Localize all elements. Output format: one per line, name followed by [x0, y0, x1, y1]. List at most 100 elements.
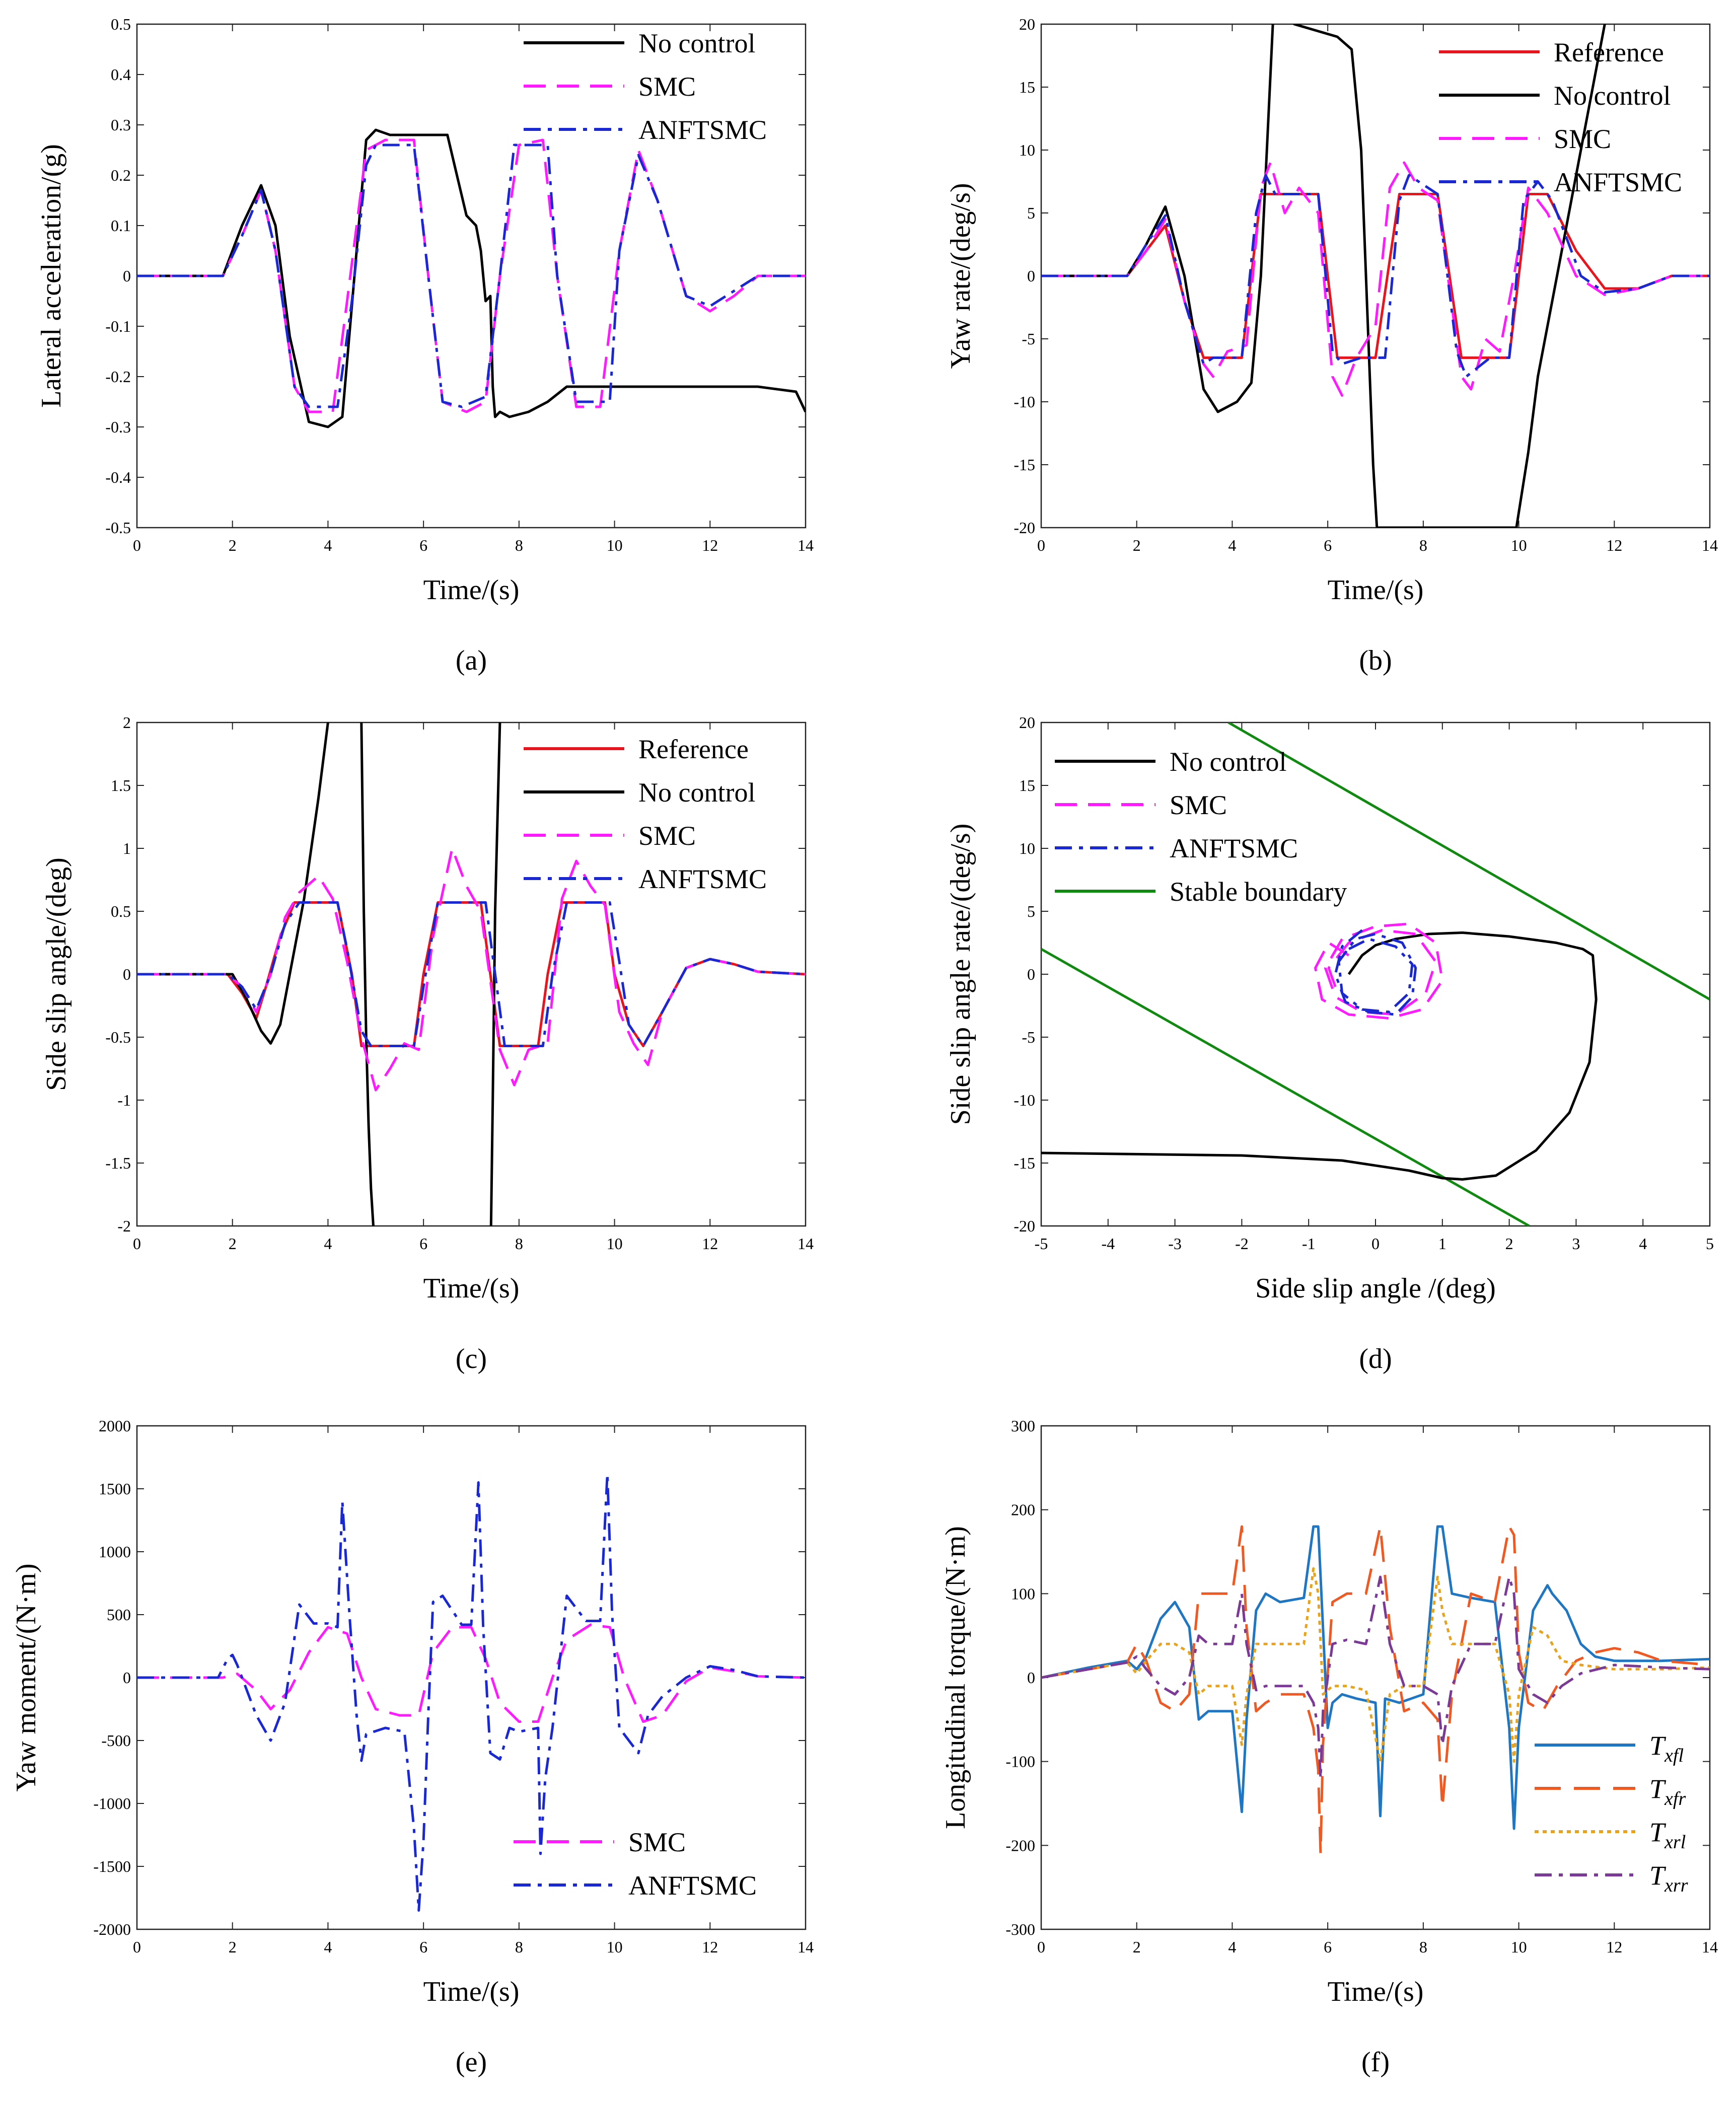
x-tick-label: 12: [702, 1938, 718, 1956]
y-tick-label: -0.3: [105, 418, 131, 436]
y-tick-label: 0.5: [111, 902, 131, 920]
legend-label: Stable boundary: [1170, 877, 1347, 907]
legend-label: No control: [638, 28, 755, 58]
x-tick-label: 3: [1572, 1235, 1580, 1253]
x-tick-label: 8: [1419, 1938, 1427, 1956]
legend-label-text: ANFTSMC: [1554, 167, 1682, 197]
legend-label-text: ANFTSMC: [638, 115, 767, 145]
legend-label-text: ANFTSMC: [1170, 833, 1298, 863]
x-tick-label: 8: [515, 536, 523, 554]
x-axis-label: Side slip angle /(deg): [1255, 1273, 1495, 1304]
y-axis-label: Longitudinal torque/(N·m): [940, 1526, 971, 1829]
x-tick-label: 2: [229, 1235, 237, 1253]
series-line-reference: [1041, 193, 1710, 359]
x-tick-label: 10: [1511, 536, 1527, 554]
x-tick-label: 0: [133, 536, 141, 554]
panel-label: (c): [456, 1343, 487, 1374]
series-line-smc: [1314, 922, 1444, 1020]
x-tick-label: 8: [515, 1235, 523, 1253]
legend-label: Txfl: [1649, 1730, 1684, 1766]
x-tick-label: 6: [1324, 536, 1332, 554]
x-tick-label: 0: [1037, 1938, 1045, 1956]
y-tick-label: 0.3: [111, 116, 131, 134]
x-tick-label: -2: [1235, 1235, 1249, 1253]
x-tick-label: 14: [798, 536, 814, 554]
y-tick-label: -15: [1014, 1154, 1035, 1172]
legend: No control SMC ANFTSMC: [524, 28, 767, 145]
series-group: [137, 128, 806, 428]
y-tick-label: 200: [1011, 1501, 1035, 1519]
series-line-anftsmc: [137, 1472, 806, 1912]
legend-label-text: ANFTSMC: [628, 1870, 757, 1901]
x-tick-label: 4: [324, 536, 332, 554]
y-tick-label: 15: [1019, 78, 1035, 96]
panel-label: (f): [1361, 2047, 1390, 2078]
x-tick-label: 4: [1228, 1938, 1236, 1956]
legend-label: No control: [1170, 747, 1286, 777]
panel-label: (b): [1359, 645, 1392, 676]
y-axis-label: Yaw rate/(deg/s): [945, 183, 976, 369]
legend-label-text: No control: [638, 777, 755, 808]
x-tick-label: 8: [515, 1938, 523, 1956]
x-tick-label: 4: [324, 1235, 332, 1253]
plot-frame: [136, 23, 807, 529]
y-tick-label: 10: [1019, 141, 1035, 159]
legend-label: ANFTSMC: [638, 864, 767, 894]
y-tick-label: -0.2: [105, 368, 131, 386]
x-tick-label: 10: [607, 536, 623, 554]
y-tick-label: -1000: [93, 1794, 131, 1813]
y-tick-label: -1.5: [105, 1154, 131, 1172]
x-axis-label: Time/(s): [423, 1273, 520, 1304]
x-tick-label: 2: [1505, 1235, 1513, 1253]
y-tick-label: 5: [1027, 902, 1035, 920]
x-tick-label: 14: [1702, 1938, 1718, 1956]
y-tick-label: -1500: [93, 1857, 131, 1875]
y-tick-label: -5: [1022, 330, 1035, 348]
y-tick-label: -15: [1014, 456, 1035, 474]
x-tick-label: 2: [229, 536, 237, 554]
x-tick-label: -4: [1101, 1235, 1115, 1253]
legend-label: ANFTSMC: [1170, 833, 1298, 863]
legend-label-text: SMC: [638, 821, 696, 851]
panel-label: (e): [456, 2047, 487, 2078]
y-tick-label: -5: [1022, 1028, 1035, 1046]
x-tick-label: -5: [1035, 1235, 1048, 1253]
x-tick-label: 0: [133, 1938, 141, 1956]
y-tick-label: 0.5: [111, 15, 131, 33]
series-group: [137, 1472, 806, 1912]
series-line-stable-boundary: [1227, 722, 1710, 1001]
series-line-smc: [1041, 161, 1710, 397]
y-axis-label: Side slip angle rate/(deg/s): [945, 824, 976, 1125]
series-line-txfr: [1041, 1525, 1710, 1855]
y-tick-label: 0.2: [111, 166, 131, 184]
y-tick-label: -0.1: [105, 317, 131, 335]
x-axis-label: Time/(s): [423, 574, 520, 606]
y-tick-label: -2: [117, 1217, 131, 1235]
x-tick-label: 10: [1511, 1938, 1527, 1956]
legend-label: No control: [638, 777, 755, 808]
x-tick-label: 2: [1133, 536, 1141, 554]
legend-label-text: No control: [1554, 81, 1671, 111]
series-line-no-control: [137, 128, 806, 428]
y-tick-label: 500: [107, 1606, 131, 1624]
y-tick-label: 15: [1019, 776, 1035, 794]
series-line-anftsmc: [137, 901, 806, 1047]
legend: Reference No control SMC ANFTSMC: [524, 734, 767, 894]
y-axis-label: Lateral acceleration/(g): [36, 144, 67, 408]
chart-e: 0 2 4 6 8 10 12 14 -2000 -1500 -1000 -500 0 500 1000 15…: [11, 1417, 814, 2078]
legend-label-text: T: [1649, 1774, 1667, 1804]
panel-label: (d): [1359, 1343, 1392, 1374]
y-tick-label: -0.4: [105, 468, 131, 486]
y-tick-label: 0.4: [111, 65, 131, 84]
x-tick-label: 6: [419, 1235, 427, 1253]
legend-label-text: T: [1649, 1730, 1667, 1761]
x-tick-label: 10: [607, 1938, 623, 1956]
x-axis-label: Time/(s): [1328, 574, 1424, 606]
chart-c: 0 2 4 6 8 10 12 14 -2 -1.5 -1 -0.5 0 0.5 1 1.5 2 Time/(s)…: [41, 713, 814, 1374]
chart-a: 0 2 4 6 8 10 12 14 -0.5 -0.4 -0.3 -0.2 -0.1 0 0.1 0.2 0.…: [36, 15, 814, 676]
legend-label-subscript: xrr: [1664, 1875, 1688, 1896]
y-axis-label: Side slip angle/(deg): [41, 857, 72, 1091]
x-tick-label: 8: [1419, 536, 1427, 554]
y-tick-label: -500: [101, 1731, 131, 1750]
series-group: [1041, 722, 1710, 1226]
